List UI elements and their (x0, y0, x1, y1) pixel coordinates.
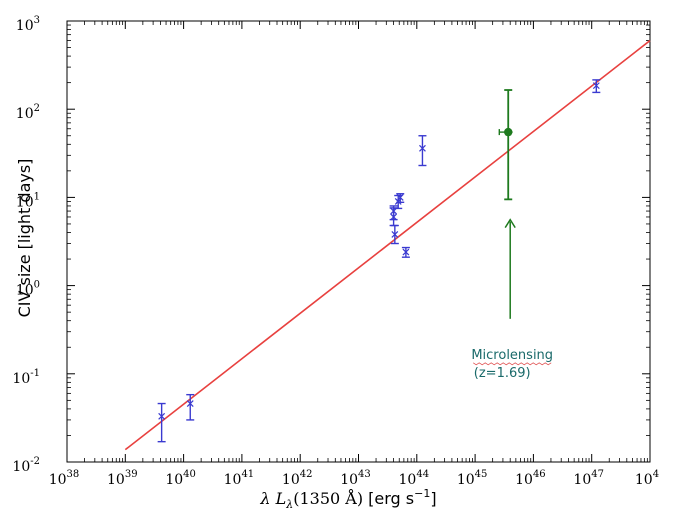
marker-stroke (396, 193, 404, 201)
x-tick-label: 1043 (340, 469, 371, 488)
x-tick-label: 1044 (399, 469, 430, 488)
y-tick-label: 102 (16, 103, 40, 122)
marker-stroke (419, 144, 426, 152)
data-layer (124, 39, 651, 451)
marker-stroke (391, 231, 399, 238)
x-axis-title-units: [erg s (363, 489, 414, 508)
data-point (158, 412, 166, 420)
x-tick-label: 1038 (49, 469, 80, 488)
data-point (504, 127, 513, 137)
marker-stroke (186, 400, 194, 407)
annotation-label: Microlensing (471, 348, 553, 363)
marker-stroke (402, 248, 410, 256)
y-tick-label: 103 (16, 15, 40, 34)
spellcheck-underline (472, 362, 552, 366)
x-tick-label: 104 (635, 469, 659, 488)
fit-line (124, 39, 651, 451)
data-point (402, 248, 410, 256)
x-axis-title-math: λ L (259, 489, 286, 508)
y-tick-label: 10-2 (12, 456, 40, 475)
data-point (391, 231, 399, 238)
y-tick-label: 101 (16, 191, 40, 210)
y-tick-label: 10-1 (12, 368, 40, 387)
y-tick-label: 100 (16, 280, 40, 299)
axis-ticks: 1038 1039 1040 1041 1042 1043 1044 1045 1046 1047… (12, 15, 659, 488)
annotation: Microlensing (z=1.69) (471, 218, 553, 381)
x-tick-label: 1042 (282, 469, 313, 488)
data-point (419, 144, 426, 152)
y-axis-title: CIV size [light days] (15, 159, 34, 318)
x-axis-title-paren: (1350 Å) (293, 488, 363, 508)
x-tick-label: 1045 (457, 469, 488, 488)
marker-stroke (158, 412, 166, 420)
x-tick-label: 1040 (165, 469, 196, 488)
annotation-arrow-head (504, 218, 516, 229)
x-axis-title: λ Lλ(1350 Å) [erg s−1] (259, 487, 436, 511)
x-axis-title-sub: λ (285, 498, 293, 511)
plot-area (66, 20, 651, 463)
plot-frame (66, 20, 651, 463)
data-point (186, 400, 194, 407)
x-axis-title-units-exp: −1 (414, 487, 430, 500)
x-axis-title-units-close: ] (430, 489, 436, 508)
annotation-sublabel: (z=1.69) (474, 366, 531, 381)
x-tick-label: 1047 (573, 469, 604, 488)
x-tick-label: 1046 (515, 469, 546, 488)
x-tick-label: 1039 (107, 469, 138, 488)
marker-stroke (592, 82, 600, 90)
data-point (396, 193, 404, 201)
x-tick-label: 1041 (224, 469, 255, 488)
data-point (592, 82, 600, 90)
